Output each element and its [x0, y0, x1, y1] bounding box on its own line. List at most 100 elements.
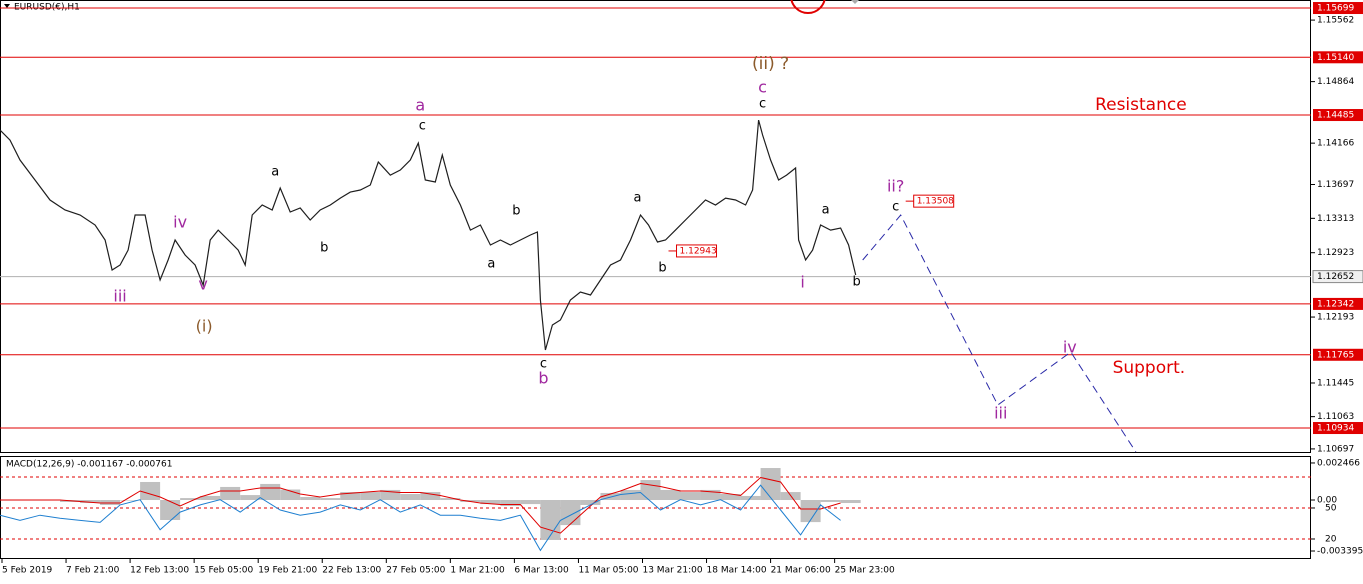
x-tick-label: 15 Feb 05:00 — [194, 566, 253, 576]
histogram-bar — [120, 500, 141, 501]
level-label: 1.10934 — [1317, 424, 1354, 434]
histogram-bar — [540, 500, 561, 540]
wave-label: c — [419, 119, 426, 134]
level-label: 1.12342 — [1317, 299, 1354, 309]
y-tick-label: 1.13313 — [1317, 214, 1354, 224]
chart-title: EURUSD(€),H1 — [14, 3, 80, 13]
histogram-bar — [680, 492, 701, 501]
wave-label: b — [658, 261, 666, 276]
level-label: 1.15699 — [1317, 4, 1354, 14]
alert-icon[interactable] — [790, 0, 826, 14]
x-tick-label: 22 Feb 13:00 — [322, 566, 381, 576]
histogram-bar — [240, 495, 261, 501]
x-tick-label: 7 Feb 21:00 — [66, 566, 120, 576]
wave-label: a — [634, 191, 642, 206]
x-tick-label: 5 Feb 2019 — [2, 566, 53, 576]
menu-arrow[interactable] — [4, 4, 10, 8]
x-tick-label: 25 Mar 23:00 — [835, 566, 895, 576]
histogram-bar — [560, 500, 581, 526]
macd-title: MACD(12,26,9) -0.001167 -0.000761 — [6, 460, 172, 470]
price-label: 1.12943 — [680, 246, 717, 256]
projection-line — [862, 214, 1137, 453]
histogram-bar — [300, 497, 321, 501]
histogram-bar — [520, 500, 541, 505]
histogram-bar — [280, 489, 301, 501]
y-tick-label: -0.003395 — [1317, 547, 1363, 557]
x-tick-label: 12 Feb 13:00 — [130, 566, 189, 576]
y-tick-label: 1.11063 — [1317, 412, 1354, 422]
histogram-bar — [440, 498, 461, 501]
histogram-bar — [820, 500, 841, 502]
histogram-bar — [480, 500, 501, 505]
signal-line — [0, 476, 841, 534]
wave-label: a — [487, 256, 495, 271]
y-tick-label: 1.13697 — [1317, 180, 1354, 190]
wave-label: Support. — [1113, 358, 1186, 378]
histogram-bar — [340, 492, 361, 501]
histogram-bar — [160, 500, 181, 520]
x-tick-label: 19 Feb 21:00 — [258, 566, 317, 576]
x-tick-label: 6 Mar 13:00 — [514, 566, 569, 576]
y-tick-label: 0.002466 — [1317, 458, 1360, 468]
level-box — [1313, 422, 1363, 435]
histogram-bar — [580, 500, 601, 505]
wave-label: b — [853, 275, 861, 290]
wave-label: b — [320, 241, 328, 256]
y-tick-label: 0.00 — [1317, 496, 1337, 506]
x-tick-label: 11 Mar 05:00 — [578, 566, 638, 576]
histogram-bar — [840, 500, 861, 504]
wave-label: iii — [994, 404, 1007, 423]
wave-label: iv — [1063, 337, 1077, 356]
histogram-bar — [420, 492, 441, 501]
histogram-bar — [660, 489, 681, 501]
x-tick-label: 13 Mar 21:00 — [642, 566, 702, 576]
histogram-bar — [260, 483, 281, 501]
y-tick-label: 1.12923 — [1317, 248, 1354, 258]
wave-label: a — [415, 96, 425, 115]
histogram-bar — [400, 494, 421, 501]
y2-tick-label: 20 — [1325, 534, 1337, 544]
wave-label: b — [538, 369, 548, 388]
wave-label: a — [822, 203, 830, 218]
histogram-bar — [220, 486, 241, 501]
wave-label: ii? — [887, 177, 904, 196]
wave-label: (ii) ? — [752, 54, 789, 74]
histogram-bar — [320, 498, 341, 501]
wave-label: c — [758, 78, 767, 97]
x-tick-label: 18 Mar 14:00 — [707, 566, 767, 576]
histogram-bar — [800, 500, 821, 523]
x-tick-label: 21 Mar 06:00 — [771, 566, 831, 576]
histogram-bar — [760, 468, 781, 501]
y-tick-label: 1.11445 — [1317, 378, 1354, 388]
histogram-bar — [80, 500, 101, 504]
price-label-box — [676, 244, 718, 258]
wave-label: c — [759, 97, 766, 112]
wave-label: b — [512, 204, 520, 219]
level-box — [1313, 2, 1363, 15]
price-line — [0, 119, 857, 351]
level-box — [1313, 109, 1363, 122]
wave-label: iii — [113, 287, 126, 306]
wave-label: c — [540, 357, 547, 372]
level-box — [1313, 51, 1363, 64]
y2-tick-label: 50 — [1325, 503, 1337, 513]
histogram-bar — [140, 481, 161, 501]
y-tick-label: 1.10697 — [1317, 444, 1354, 454]
histogram-bar — [360, 492, 381, 501]
y-tick-label: 1.14166 — [1317, 139, 1354, 149]
wave-label: Resistance — [1095, 95, 1187, 115]
histogram-bar — [620, 489, 641, 501]
level-box — [1313, 348, 1363, 361]
wave-label: c — [892, 200, 899, 215]
histogram-bar — [600, 492, 621, 501]
level-label: 1.14485 — [1317, 111, 1354, 121]
level-box — [1313, 297, 1363, 310]
price-panel — [0, 0, 1311, 453]
price-label-box — [913, 194, 955, 208]
histogram-bar — [500, 500, 521, 507]
histogram-bar — [720, 494, 741, 501]
oscillator-line — [0, 484, 841, 552]
price-label: 1.13508 — [917, 197, 954, 207]
x-tick-label: 1 Mar 21:00 — [450, 566, 505, 576]
y-tick-label: 1.12193 — [1317, 313, 1354, 323]
